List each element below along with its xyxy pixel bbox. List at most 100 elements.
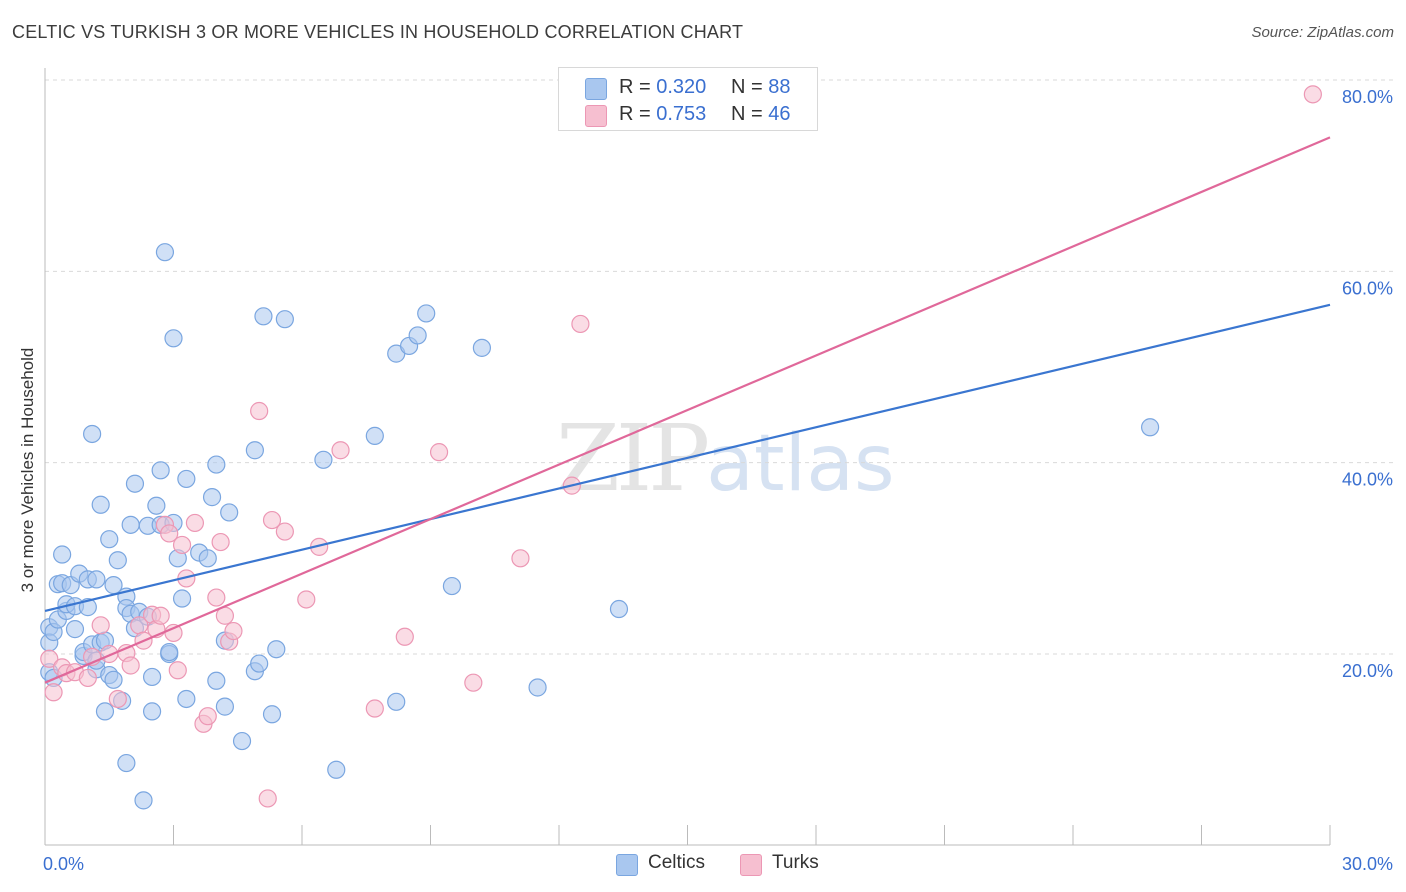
celtics-point <box>472 338 491 357</box>
turks-r-label: R = <box>619 103 657 125</box>
turks-point <box>40 649 59 668</box>
turks-point <box>160 524 179 543</box>
celtics-point <box>609 599 629 619</box>
celtics-point <box>91 495 110 514</box>
turks-point <box>464 673 483 692</box>
celtics-point <box>117 753 136 773</box>
turks-n-label: N = <box>731 103 769 125</box>
chart-title: CELTIC VS TURKISH 3 OR MORE VEHICLES IN … <box>12 22 744 42</box>
celtics-point <box>365 426 384 445</box>
celtics-n-value: 88 <box>768 76 791 98</box>
turks-point <box>258 789 277 808</box>
y-axis-label: 3 or more Vehicles in Household <box>18 347 37 593</box>
turks-point <box>185 513 205 533</box>
celtics-point <box>87 570 106 589</box>
turks-point <box>211 532 230 552</box>
turks-point <box>198 707 217 726</box>
stats-legend: R = 0.320 N = 88 R = 0.753 N = 46 <box>558 67 818 131</box>
turks-trend-line <box>44 136 1331 684</box>
turks-point <box>108 689 127 709</box>
turks-point <box>44 683 63 702</box>
celtics-point <box>142 667 162 687</box>
celtics-point <box>262 705 282 724</box>
turks-point <box>172 535 192 555</box>
celtics-point <box>125 474 145 493</box>
x-tick-label: 0.0% <box>43 854 84 874</box>
y-tick-label: 60.0% <box>1342 278 1393 298</box>
turks-point <box>262 510 282 530</box>
turks-point <box>395 627 414 646</box>
y-tick-label: 80.0% <box>1342 87 1393 107</box>
y-tick-label: 20.0% <box>1342 661 1393 681</box>
celtics-r: R = 0.320 <box>619 76 706 99</box>
bottom-celtics-label: Celtics <box>648 852 706 873</box>
celtics-point <box>202 488 222 507</box>
celtics-point <box>142 702 162 721</box>
turks-point <box>250 401 269 421</box>
celtics-point <box>417 304 436 323</box>
celtics-point <box>198 549 217 568</box>
turks-point <box>365 699 384 718</box>
celtics-n-label: N = <box>731 76 769 98</box>
bottom-turks-swatch <box>740 854 762 876</box>
x-tick-label: 30.0% <box>1342 854 1393 874</box>
celtics-point <box>172 589 192 608</box>
celtics-point <box>314 450 333 469</box>
watermark-atlas: atlas <box>706 419 895 509</box>
celtics-point <box>160 642 179 662</box>
celtics-n: N = 88 <box>731 76 791 99</box>
turks-point <box>511 549 530 568</box>
turks-point <box>1303 85 1322 104</box>
turks-r: R = 0.753 <box>619 103 706 126</box>
turks-point <box>78 668 97 688</box>
turks-point <box>275 522 294 541</box>
celtics-point <box>108 551 127 570</box>
turks-point <box>207 588 226 607</box>
turks-point <box>91 616 110 635</box>
celtics-point <box>65 620 85 639</box>
watermark: ZIPatlas <box>556 405 895 512</box>
celtics-point <box>95 702 115 721</box>
celtics-point <box>387 692 406 711</box>
celtics-swatch <box>585 78 607 100</box>
celtics-point <box>220 503 239 522</box>
celtics-point <box>151 461 170 480</box>
celtics-point <box>121 515 140 534</box>
celtics-point <box>164 329 183 348</box>
bottom-celtics-swatch <box>616 854 638 876</box>
turks-n: N = 46 <box>731 103 791 126</box>
source-credit: Source: ZipAtlas.com <box>1251 24 1394 41</box>
celtics-point <box>134 791 153 810</box>
celtics-r-label: R = <box>619 76 657 98</box>
celtics-point <box>177 689 196 709</box>
celtics-point <box>442 576 462 596</box>
celtics-point <box>267 640 286 659</box>
celtics-point <box>177 469 196 489</box>
celtics-point <box>245 441 264 460</box>
y-tick-label: 40.0% <box>1342 470 1393 490</box>
celtics-point <box>53 545 72 564</box>
celtics-point <box>408 326 427 345</box>
celtics-point <box>232 731 252 751</box>
celtics-point <box>83 424 102 444</box>
celtics-point <box>327 760 346 779</box>
celtics-point <box>207 671 226 690</box>
turks-n-value: 46 <box>768 103 791 125</box>
turks-point <box>121 656 140 675</box>
turks-r-value: 0.753 <box>656 103 707 125</box>
turks-point <box>168 661 187 680</box>
celtics-point <box>215 697 234 716</box>
turks-point <box>331 441 350 460</box>
celtics-point <box>528 678 547 697</box>
turks-point <box>571 314 590 334</box>
celtics-point <box>1140 418 1160 437</box>
celtics-point <box>207 455 226 474</box>
celtics-point <box>147 496 166 515</box>
celtics-point <box>104 670 123 689</box>
turks-point <box>297 590 316 609</box>
turks-swatch <box>585 105 607 127</box>
celtics-r-value: 0.320 <box>656 76 707 98</box>
celtics-point <box>254 307 273 326</box>
celtics-point <box>155 243 175 262</box>
